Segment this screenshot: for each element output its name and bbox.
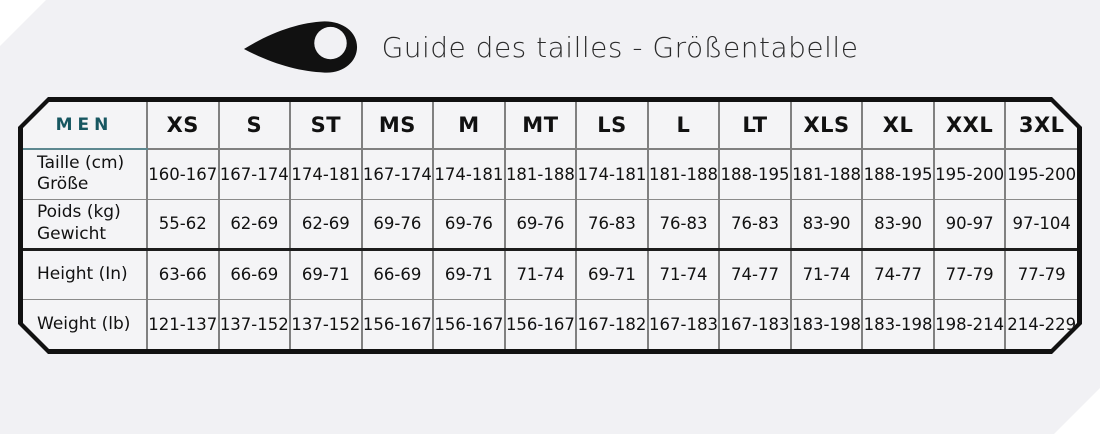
size-value-cell: 83-90: [791, 199, 863, 249]
size-column-header-mt: MT: [505, 102, 577, 149]
size-value-cell: 74-77: [862, 249, 934, 299]
size-value-cell: 66-69: [219, 249, 291, 299]
row-label-line: Taille (cm): [37, 153, 125, 173]
row-label-line: Gewicht: [37, 223, 107, 244]
size-column-header-ms: MS: [362, 102, 434, 149]
size-table-header-row: MEN XS S ST MS M MT LS L LT XLS XL XXL 3XL: [23, 102, 1077, 149]
size-value-cell: 160-167: [147, 149, 219, 199]
size-value-cell: 76-83: [648, 199, 720, 249]
table-row: Taille (cm) Größe 160-167 167-174 174-181 167…: [23, 149, 1077, 199]
size-value-cell: 137-152: [290, 299, 362, 349]
size-column-header-3xl: 3XL: [1005, 102, 1077, 149]
size-value-cell: 195-200: [1005, 149, 1077, 199]
page-title: Guide des tailles - Größentabelle: [381, 30, 859, 64]
size-value-cell: 156-167: [505, 299, 577, 349]
size-value-cell: 188-195: [862, 149, 934, 199]
size-value-cell: 183-198: [862, 299, 934, 349]
size-value-cell: 97-104: [1005, 199, 1077, 249]
size-column-header-l: L: [648, 102, 720, 149]
row-label: Taille (cm) Größe: [23, 149, 147, 199]
size-value-cell: 69-76: [505, 199, 577, 249]
size-value-cell: 76-83: [576, 199, 648, 249]
size-column-header-lt: LT: [719, 102, 791, 149]
size-value-cell: 83-90: [862, 199, 934, 249]
size-value-cell: 181-188: [791, 149, 863, 199]
size-value-cell: 55-62: [147, 199, 219, 249]
size-value-cell: 71-74: [505, 249, 577, 299]
size-column-header-ls: LS: [576, 102, 648, 149]
size-column-header-xs: XS: [147, 102, 219, 149]
size-value-cell: 71-74: [648, 249, 720, 299]
size-value-cell: 69-71: [290, 249, 362, 299]
size-value-cell: 137-152: [219, 299, 291, 349]
row-label-line: Weight (lb): [37, 313, 131, 334]
row-label: Weight (lb): [23, 299, 147, 349]
size-table-frame: MEN XS S ST MS M MT LS L LT XLS XL XXL 3XL Taille (c…: [18, 97, 1082, 354]
row-label-line: Height (In): [37, 263, 128, 284]
size-value-cell: 167-174: [362, 149, 434, 199]
size-table: MEN XS S ST MS M MT LS L LT XLS XL XXL 3XL Taille (c…: [23, 102, 1077, 349]
table-row: Weight (lb) 121-137 137-152 137-152 156-167 1…: [23, 299, 1077, 349]
row-label: Height (In): [23, 249, 147, 299]
size-column-header-st: ST: [290, 102, 362, 149]
size-value-cell: 188-195: [719, 149, 791, 199]
size-column-header-m: M: [433, 102, 505, 149]
size-value-cell: 63-66: [147, 249, 219, 299]
size-value-cell: 90-97: [934, 199, 1006, 249]
size-value-cell: 167-182: [576, 299, 648, 349]
row-label-line: Größe: [37, 174, 89, 195]
size-value-cell: 77-79: [1005, 249, 1077, 299]
size-value-cell: 198-214: [934, 299, 1006, 349]
size-value-cell: 62-69: [219, 199, 291, 249]
size-table-inner: MEN XS S ST MS M MT LS L LT XLS XL XXL 3XL Taille (c…: [23, 102, 1077, 349]
size-value-cell: 167-174: [219, 149, 291, 199]
size-value-cell: 174-181: [433, 149, 505, 199]
page-header: Guide des tailles - Größentabelle: [0, 0, 1100, 82]
size-value-cell: 77-79: [934, 249, 1006, 299]
row-label-line: Poids (kg): [37, 202, 121, 223]
size-value-cell: 69-71: [576, 249, 648, 299]
size-column-header-xxl: XXL: [934, 102, 1006, 149]
size-value-cell: 183-198: [791, 299, 863, 349]
size-value-cell: 174-181: [290, 149, 362, 199]
row-label: Poids (kg) Gewicht: [23, 199, 147, 249]
size-value-cell: 195-200: [934, 149, 1006, 199]
size-value-cell: 156-167: [433, 299, 505, 349]
group-label-men: MEN: [23, 102, 147, 149]
size-column-header-xls: XLS: [791, 102, 863, 149]
size-value-cell: 214-229: [1007, 314, 1077, 334]
size-value-cell: 74-77: [719, 249, 791, 299]
size-value-cell: 167-183: [719, 299, 791, 349]
table-row: Height (In) 63-66 66-69 69-71 66-69 69-71 71-7…: [23, 249, 1077, 299]
table-row: Poids (kg) Gewicht 55-62 62-69 62-69 69-76 69-…: [23, 199, 1077, 249]
size-value-cell: 69-76: [362, 199, 434, 249]
size-table-body: Taille (cm) Größe 160-167 167-174 174-181 167…: [23, 149, 1077, 349]
size-value-cell: 181-188: [505, 149, 577, 199]
size-value-cell: 66-69: [362, 249, 434, 299]
size-value-cell: 71-74: [791, 249, 863, 299]
size-column-header-xl: XL: [862, 102, 934, 149]
size-value-cell: 156-167: [362, 299, 434, 349]
size-value-cell: 69-71: [433, 249, 505, 299]
size-value-cell: 167-183: [648, 299, 720, 349]
size-value-cell: 62-69: [290, 199, 362, 249]
size-value-cell: 174-181: [576, 149, 648, 199]
size-value-cell: 69-76: [433, 199, 505, 249]
brand-logo-teardrop-icon: [242, 16, 360, 78]
size-column-header-s: S: [219, 102, 291, 149]
size-value-cell: 181-188: [648, 149, 720, 199]
size-value-cell: 76-83: [719, 199, 791, 249]
size-value-cell: 121-137: [147, 299, 219, 349]
